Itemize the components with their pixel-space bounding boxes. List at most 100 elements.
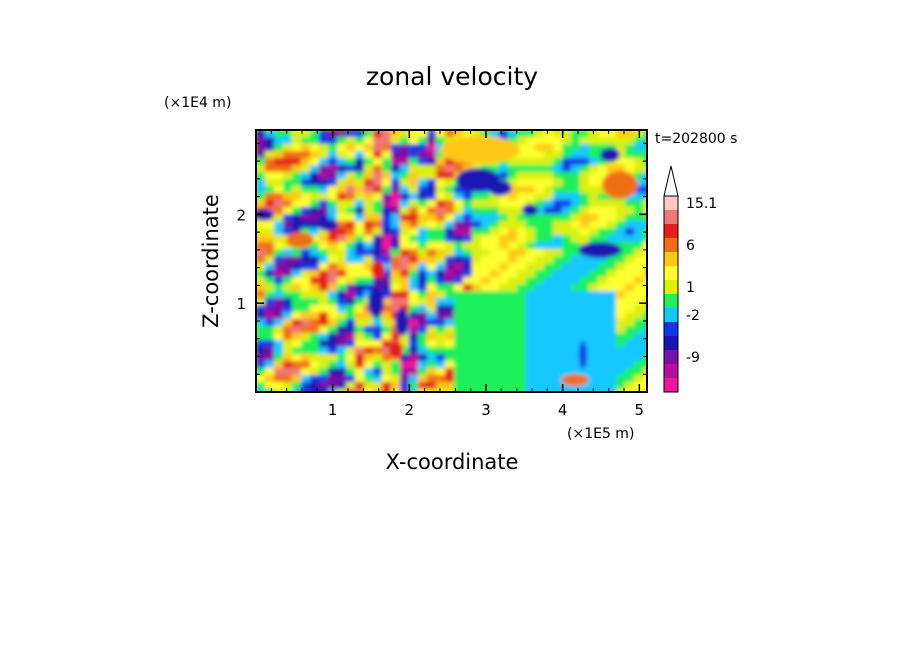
- field-cell: [355, 305, 365, 313]
- field-cell: [643, 249, 647, 257]
- field-cell: [355, 284, 365, 292]
- field-cell: [580, 305, 590, 313]
- field-feature: [600, 148, 620, 162]
- field-cell: [643, 305, 647, 313]
- field-cell: [544, 256, 554, 264]
- field-feature: [368, 286, 384, 318]
- field-cell: [409, 312, 419, 320]
- field-cell: [499, 347, 509, 355]
- colorbar-level: [664, 280, 678, 294]
- field-cell: [337, 249, 347, 257]
- field-cell: [292, 172, 302, 180]
- field-cell: [382, 319, 392, 327]
- field-cell: [436, 375, 446, 383]
- field-cell: [553, 235, 563, 243]
- field-cell: [625, 200, 635, 208]
- field-cell: [274, 340, 284, 348]
- field-cell: [418, 242, 428, 250]
- field-cell: [265, 172, 275, 180]
- field-cell: [625, 326, 635, 334]
- field-cell: [535, 368, 545, 376]
- field-cell: [265, 186, 275, 194]
- field-cell: [328, 235, 338, 243]
- field-cell: [544, 249, 554, 257]
- field-cell: [346, 340, 356, 348]
- field-cell: [571, 333, 581, 341]
- field-cell: [301, 319, 311, 327]
- field-cell: [409, 235, 419, 243]
- field-cell: [562, 326, 572, 334]
- field-cell: [607, 298, 617, 306]
- field-cell: [355, 347, 365, 355]
- field-cell: [355, 312, 365, 320]
- field-cell: [355, 368, 365, 376]
- field-cell: [373, 221, 383, 229]
- field-cell: [391, 228, 401, 236]
- field-cell: [310, 207, 320, 215]
- field-cell: [310, 354, 320, 362]
- field-cell: [526, 368, 536, 376]
- field-cell: [274, 319, 284, 327]
- field-cell: [598, 186, 608, 194]
- field-cell: [544, 207, 554, 215]
- field-cell: [337, 193, 347, 201]
- field-cell: [283, 200, 293, 208]
- field-cell: [427, 291, 437, 299]
- field-cell: [355, 158, 365, 166]
- field-feature: [371, 261, 385, 279]
- field-cell: [346, 242, 356, 250]
- field-cell: [373, 375, 383, 383]
- field-cell: [562, 200, 572, 208]
- field-cell: [571, 228, 581, 236]
- field-cell: [580, 333, 590, 341]
- field-cell: [616, 221, 626, 229]
- field-cell: [391, 305, 401, 313]
- field-cell: [508, 193, 518, 201]
- field-cell: [625, 312, 635, 320]
- field-cell: [463, 354, 473, 362]
- field-cell: [526, 305, 536, 313]
- field-cell: [463, 270, 473, 278]
- field-cell: [454, 298, 464, 306]
- field-cell: [445, 333, 455, 341]
- field-cell: [472, 284, 482, 292]
- field-cell: [643, 284, 647, 292]
- field-cell: [634, 263, 644, 271]
- field-cell: [472, 263, 482, 271]
- field-cell: [607, 382, 617, 390]
- field-cell: [364, 389, 374, 392]
- field-cell: [580, 137, 590, 145]
- field-cell: [436, 340, 446, 348]
- field-cell: [364, 382, 374, 390]
- field-cell: [382, 151, 392, 159]
- field-cell: [472, 312, 482, 320]
- field-cell: [400, 333, 410, 341]
- field-cell: [265, 144, 275, 152]
- field-cell: [337, 165, 347, 173]
- field-cell: [400, 284, 410, 292]
- field-cell: [634, 200, 644, 208]
- field-cell: [499, 200, 509, 208]
- field-cell: [427, 200, 437, 208]
- field-cell: [328, 193, 338, 201]
- field-cell: [364, 186, 374, 194]
- field-cell: [427, 221, 437, 229]
- field-cell: [499, 242, 509, 250]
- field-cell: [463, 165, 473, 173]
- field-cell: [418, 207, 428, 215]
- field-cell: [418, 151, 428, 159]
- field-cell: [409, 277, 419, 285]
- field-cell: [472, 277, 482, 285]
- y-tick-label: 2: [236, 206, 246, 224]
- field-cell: [517, 298, 527, 306]
- field-cell: [283, 354, 293, 362]
- field-cell: [355, 298, 365, 306]
- field-cell: [571, 389, 581, 392]
- field-cell: [625, 165, 635, 173]
- field-cell: [400, 144, 410, 152]
- field-cell: [373, 228, 383, 236]
- field-cell: [499, 326, 509, 334]
- field-cell: [472, 347, 482, 355]
- field-cell: [580, 256, 590, 264]
